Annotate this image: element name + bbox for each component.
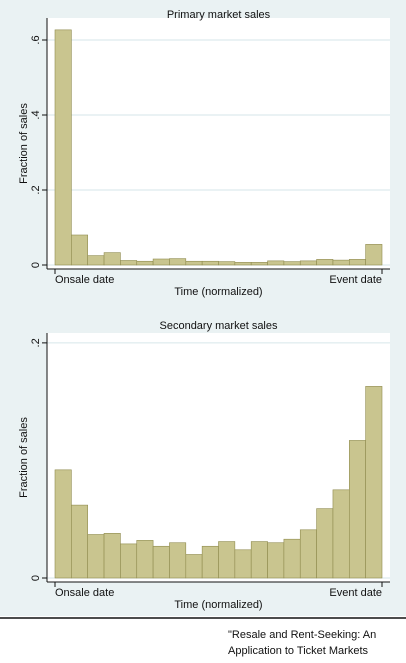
bar [299, 260, 317, 266]
bar [218, 261, 236, 266]
y-tick-label: .2 [30, 185, 42, 194]
plot-area [47, 18, 390, 269]
bar [120, 543, 138, 579]
bar [250, 262, 268, 266]
y-axis-label: Fraction of sales [18, 103, 30, 184]
bar [169, 258, 187, 266]
bar [185, 260, 203, 266]
bar [201, 545, 219, 579]
bar [54, 469, 72, 579]
bar [267, 542, 285, 579]
bar [103, 252, 121, 266]
x-axis-label: Time (normalized) [174, 286, 262, 298]
x-tick-label: Event date [329, 274, 382, 286]
bar [365, 386, 383, 579]
bar [332, 259, 350, 266]
bar [250, 541, 268, 579]
y-tick-label: .4 [30, 110, 42, 119]
bar [283, 261, 301, 266]
y-tick-label: .2 [30, 338, 42, 347]
caption: "Resale and Rent-Seeking: An [228, 629, 376, 641]
bar [332, 489, 350, 579]
chart-title: Secondary market sales [160, 320, 278, 332]
bar [169, 542, 187, 579]
bar [136, 260, 154, 266]
bar [87, 534, 105, 579]
bar [234, 549, 252, 579]
bar [54, 29, 72, 266]
bar [316, 259, 334, 266]
x-axis-label: Time (normalized) [174, 599, 262, 611]
x-tick-label: Onsale date [55, 274, 114, 286]
bar [136, 540, 154, 579]
bar [316, 508, 334, 579]
chart-title: Primary market sales [167, 9, 271, 21]
bar [87, 255, 105, 266]
y-tick-label: 0 [30, 262, 42, 268]
y-tick-label: .6 [30, 35, 42, 44]
bar [348, 440, 366, 579]
bar [185, 554, 203, 579]
caption: Application to Ticket Markets [228, 645, 369, 657]
bar [267, 260, 285, 266]
bar [299, 529, 317, 579]
bar [201, 260, 219, 266]
bar [218, 541, 236, 579]
y-tick-label: 0 [30, 575, 42, 581]
bar [234, 262, 252, 266]
x-tick-label: Onsale date [55, 587, 114, 599]
x-tick-label: Event date [329, 587, 382, 599]
bar [365, 244, 383, 266]
y-axis-label: Fraction of sales [18, 417, 30, 498]
bar [152, 258, 170, 266]
bar [103, 533, 121, 579]
bar [120, 260, 138, 266]
bar [152, 545, 170, 579]
bar [283, 538, 301, 579]
bar [71, 504, 88, 579]
bar [348, 259, 366, 266]
bar [71, 234, 88, 266]
